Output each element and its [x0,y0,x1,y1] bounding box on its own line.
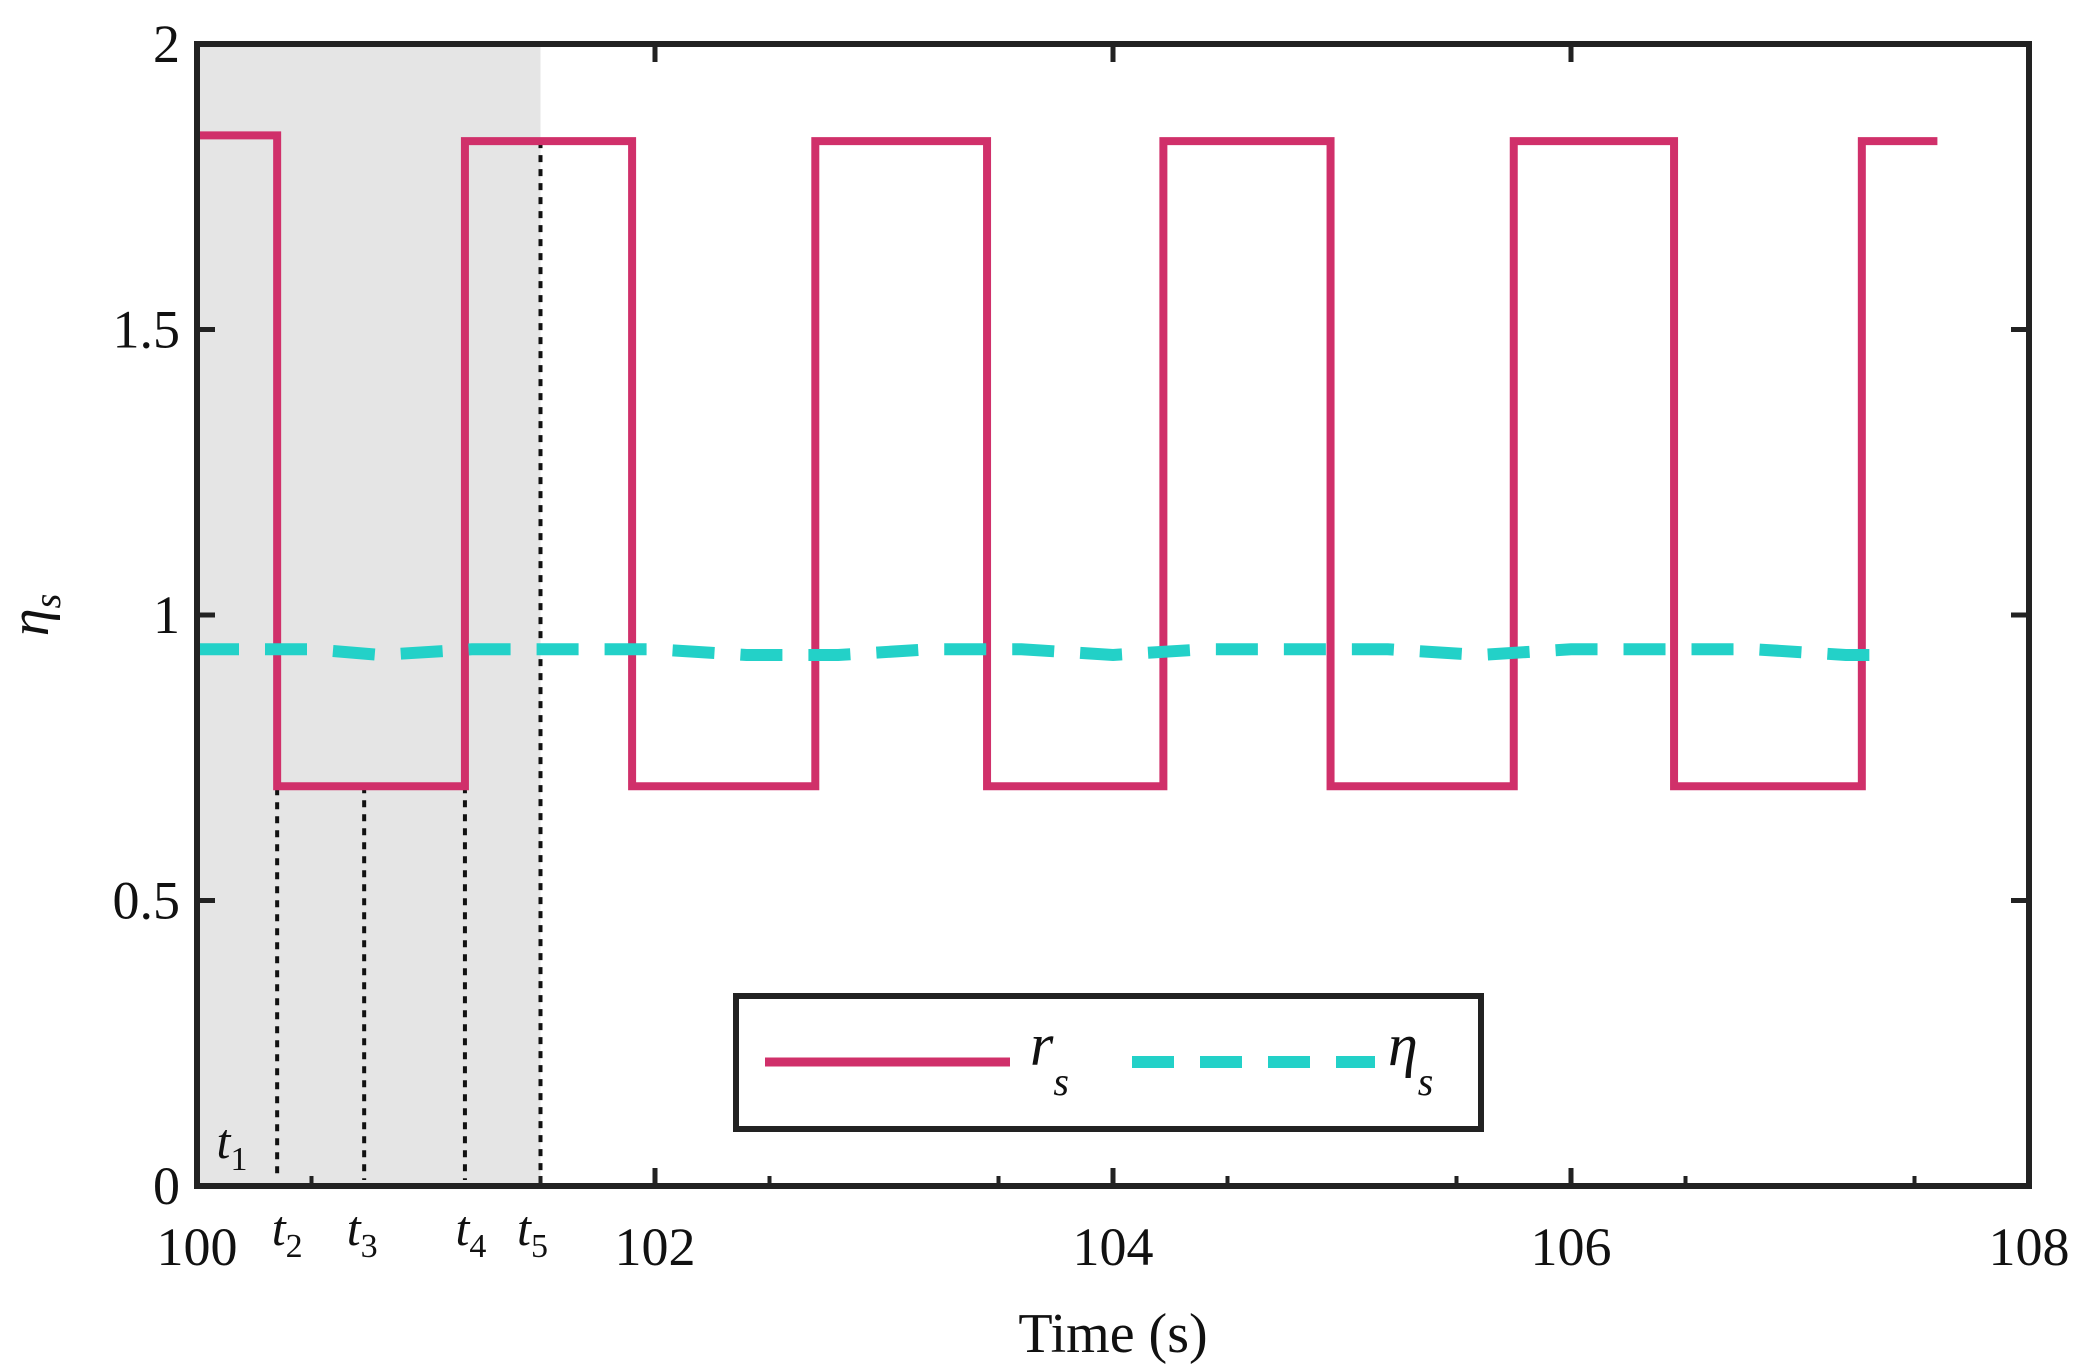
y-tick-label: 2 [153,14,180,74]
event-marker-label-sub: 4 [469,1228,486,1265]
shaded-region [197,44,541,1186]
event-marker-label-main: t [272,1200,287,1256]
event-marker-label-sub: 5 [531,1228,548,1265]
event-marker-label-main: t [217,1113,232,1169]
y-tick-label: 1.5 [113,300,181,360]
y-axis-title: ηs [0,594,69,637]
legend-label-eta: ηs [1388,1012,1433,1104]
legend-label-rs-main: r [1030,1012,1054,1078]
event-marker-label-t2: t2 [272,1200,303,1265]
event-marker-label-main: t [517,1200,532,1256]
y-axis-title-main: η [0,609,61,637]
legend: rs ηs [733,993,1484,1132]
series-line-eta [197,643,1892,661]
y-axis-title-sub: s [27,594,69,609]
x-tick-label: 106 [1531,1217,1612,1277]
series-line-rs [197,131,1938,791]
event-marker-label-sub: 2 [286,1228,303,1265]
event-marker-label-t3: t3 [347,1200,378,1265]
x-tick-label: 100 [157,1217,238,1277]
legend-label-eta-sub: s [1418,1059,1434,1104]
x-axis-title: Time (s) [1018,1303,1207,1365]
y-tick-label: 0 [153,1156,180,1216]
x-tick-label: 102 [615,1217,696,1277]
shaded-region-layer [197,44,541,1186]
legend-label-eta-main: η [1388,1012,1418,1078]
event-marker-label-t1: t1 [217,1113,248,1178]
event-marker-label-sub: 3 [361,1228,378,1265]
event-marker-label-main: t [347,1200,362,1256]
legend-label-rs-sub: s [1053,1059,1069,1104]
event-marker-label-t5: t5 [517,1200,548,1265]
event-marker-label-t4: t4 [455,1200,486,1265]
legend-label-rs: rs [1030,1012,1069,1104]
tick-layer [194,41,2032,1189]
event-marker-label-main: t [455,1200,470,1256]
event-marker-label-sub: 1 [230,1141,247,1178]
series-layer [197,131,1938,791]
y-tick-label: 0.5 [113,871,181,931]
y-tick-label: 1 [153,585,180,645]
x-tick-label: 104 [1073,1217,1154,1277]
x-tick-label: 108 [1989,1217,2070,1277]
